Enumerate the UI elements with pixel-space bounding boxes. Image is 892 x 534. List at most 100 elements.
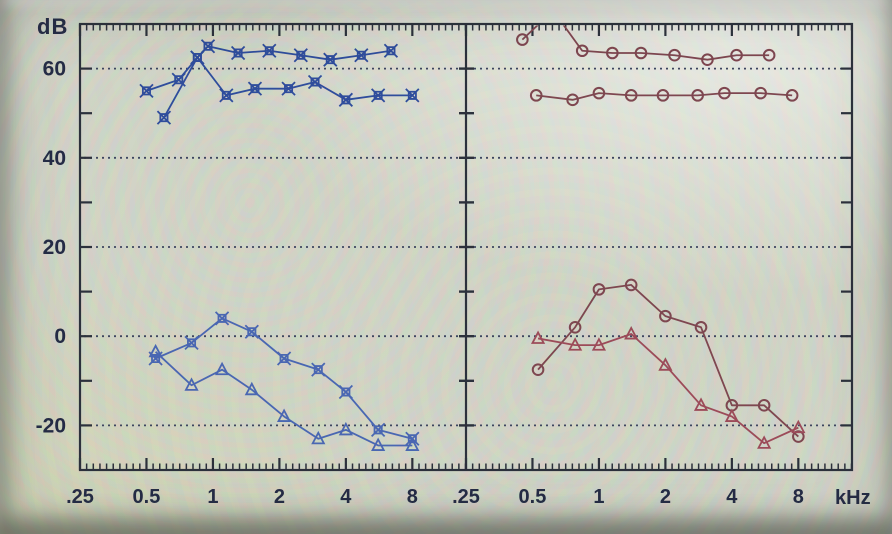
x-square-marker [311, 362, 326, 377]
triangle-marker [244, 381, 259, 396]
axis-tick-label: 60 [43, 58, 66, 81]
x-square-marker [405, 88, 420, 103]
circle-marker [656, 89, 670, 102]
x-square-marker [244, 324, 259, 339]
series-right-lower-circle [531, 278, 805, 443]
x-square-marker [293, 48, 308, 63]
axis-tick-label: 4 [340, 486, 352, 508]
x-square-marker [219, 88, 234, 103]
triangle-marker [658, 357, 673, 371]
triangle-marker [591, 337, 607, 351]
triangle-marker [757, 435, 772, 449]
circle-marker [548, 5, 559, 16]
axis-tick-label: 8 [407, 486, 418, 508]
triangle-marker [276, 408, 292, 422]
y-axis-unit-label: dB [37, 14, 69, 39]
circle-marker [668, 48, 681, 62]
x-square-marker [370, 422, 386, 437]
panel-left [139, 39, 420, 451]
series-right-upper-2 [529, 86, 799, 107]
axis-tick-label: 4 [726, 486, 738, 508]
triangle-marker [311, 430, 326, 445]
triangle-marker [530, 330, 546, 344]
x-square-marker [307, 74, 323, 90]
circle-marker [575, 44, 589, 58]
circle-marker [529, 89, 543, 102]
triangle-marker [724, 408, 739, 422]
series-line [537, 333, 799, 445]
x-square-marker [370, 88, 386, 103]
triangle-marker [184, 377, 199, 391]
triangle-marker [624, 326, 639, 340]
triangle-marker [568, 337, 583, 351]
x-square-marker [200, 39, 216, 54]
circle-marker [568, 320, 582, 334]
circle-marker [792, 430, 805, 443]
circle-marker [634, 46, 648, 60]
circle-marker [566, 93, 579, 107]
axis-tick-label: -20 [36, 414, 66, 437]
x-square-marker [247, 81, 263, 96]
axis-tick-label: .25 [452, 486, 480, 508]
axis-tick-label: 40 [43, 147, 66, 170]
panel-right [516, 5, 806, 449]
triangle-marker [791, 419, 806, 434]
circle-marker [606, 46, 619, 60]
series-right-lower-triangle [530, 326, 806, 449]
x-square-marker [281, 81, 296, 96]
series-line [537, 284, 799, 438]
axis-tick-label: .25 [66, 486, 94, 508]
triangle-marker [693, 397, 709, 411]
x-square-marker [190, 50, 205, 65]
triangle-marker [371, 437, 386, 451]
axis-tick-label: 1 [593, 486, 604, 508]
series-left-upper-1 [139, 39, 399, 99]
axis-tick-label: 20 [43, 236, 66, 259]
series-left-lower-triangle [148, 343, 420, 451]
axis-tick-label: 8 [793, 486, 804, 508]
triangle-marker [338, 421, 353, 436]
x-square-marker [354, 48, 369, 63]
circle-marker [624, 278, 638, 292]
series-line [154, 351, 413, 447]
x-square-marker [139, 83, 154, 99]
x-square-marker [323, 52, 338, 67]
series-line [146, 45, 392, 92]
circle-marker [730, 48, 743, 62]
axis-tick-label: 1 [207, 486, 218, 508]
x-square-marker [214, 311, 230, 326]
circle-marker [718, 86, 731, 100]
triangle-marker [214, 361, 230, 376]
circle-marker [691, 89, 704, 102]
series-left-lower-square [148, 311, 420, 446]
circle-marker [592, 86, 606, 100]
circle-marker [531, 363, 545, 376]
circle-marker [754, 86, 767, 100]
series-left-upper-2 [156, 50, 420, 125]
axis-tick-label: 2 [660, 486, 671, 508]
circle-marker [516, 33, 529, 46]
axis-tick-label: 0 [54, 325, 66, 348]
x-square-marker [184, 335, 199, 351]
triangle-marker [405, 437, 420, 451]
series-line [536, 92, 793, 101]
axis-tick-label: 0.5 [133, 486, 161, 508]
x-square-marker [230, 45, 246, 61]
series-line [521, 25, 770, 61]
circle-marker [624, 89, 638, 102]
x-square-marker [338, 384, 354, 400]
x-square-marker [383, 43, 399, 58]
circle-marker [785, 89, 799, 102]
circle-marker [757, 399, 771, 412]
series-right-upper-1 [516, 5, 776, 66]
circle-marker [701, 53, 714, 66]
circle-marker [592, 283, 606, 296]
x-square-marker [276, 351, 292, 366]
circle-marker [694, 320, 708, 334]
x-square-marker [338, 92, 354, 107]
axis-tick-label: 2 [274, 486, 285, 508]
x-square-marker [262, 43, 277, 58]
circle-marker [762, 48, 776, 62]
axis-tick-label: 0.5 [519, 486, 547, 508]
